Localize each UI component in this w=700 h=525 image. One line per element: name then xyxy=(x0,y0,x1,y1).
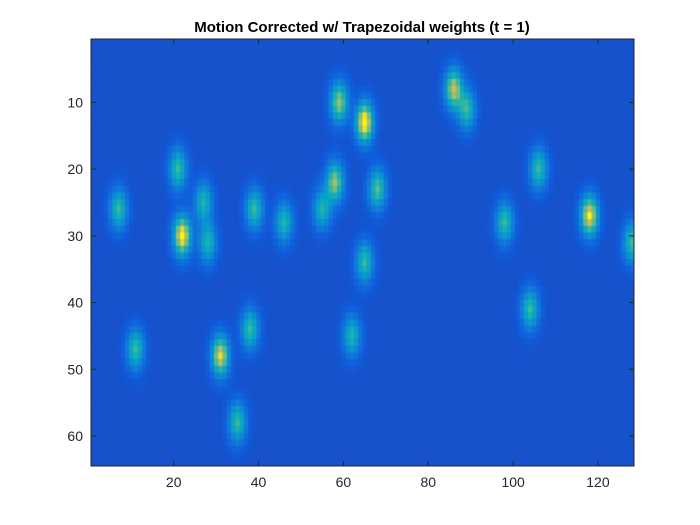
x-tick-label: 120 xyxy=(586,474,610,490)
plot-area xyxy=(91,39,634,466)
y-tick-label: 10 xyxy=(67,94,83,110)
heatmap-image xyxy=(91,39,634,466)
x-tick-label: 60 xyxy=(336,474,352,490)
x-tick-label: 40 xyxy=(251,474,267,490)
heatmap-image-wrapper xyxy=(91,39,634,466)
y-tick-label: 30 xyxy=(67,228,83,244)
x-tick-label: 100 xyxy=(501,474,525,490)
y-axis: 10 20 30 40 50 60 xyxy=(67,94,634,444)
x-tick-label: 80 xyxy=(420,474,436,490)
axes-frame xyxy=(90,38,635,467)
x-axis: 20 40 60 80 100 120 xyxy=(166,39,610,490)
y-tick-label: 50 xyxy=(67,361,83,377)
chart-title: Motion Corrected w/ Trapezoidal weights … xyxy=(194,19,529,36)
x-tick-label: 20 xyxy=(166,474,182,490)
y-tick-label: 20 xyxy=(67,161,83,177)
y-tick-label: 60 xyxy=(67,428,83,444)
axes-box xyxy=(90,38,635,467)
y-tick-label: 40 xyxy=(67,295,83,311)
